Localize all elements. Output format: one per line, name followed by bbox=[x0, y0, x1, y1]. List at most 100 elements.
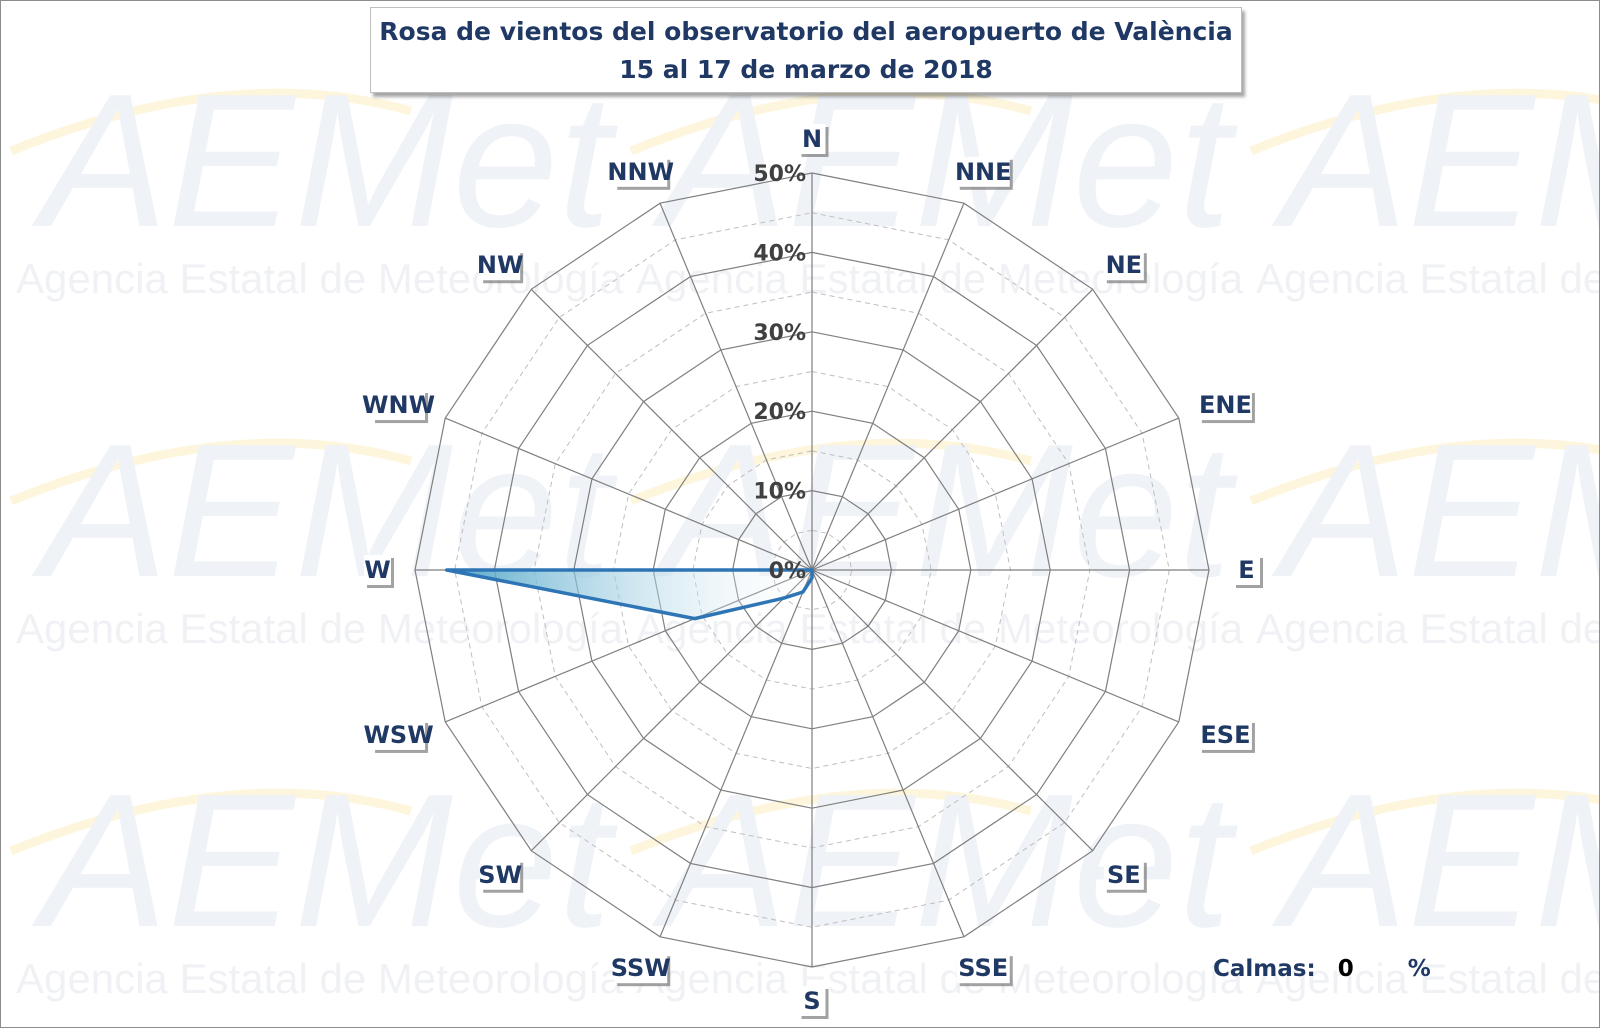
calmas-unit: % bbox=[1407, 956, 1431, 982]
radial-tick-label: 20% bbox=[753, 400, 806, 425]
watermark-logo-text: AEMet bbox=[1271, 755, 1599, 967]
watermark-swoosh-shape bbox=[9, 88, 413, 156]
radial-tick-labels: 0% 10% 20% 30% 40% 50% bbox=[753, 162, 806, 584]
direction-label-box bbox=[798, 986, 826, 1016]
direction-label-text: SSW bbox=[611, 954, 671, 982]
direction-label-box bbox=[1233, 555, 1260, 585]
direction-label-text: SE bbox=[1107, 861, 1141, 889]
grid-spoke-ne bbox=[811, 288, 1094, 571]
grid-spoke-nne bbox=[811, 202, 965, 571]
chart-subtitle: 15 al 17 de marzo de 2018 bbox=[619, 55, 993, 84]
direction-label-text: NW bbox=[477, 251, 524, 279]
grid-spoke-se bbox=[811, 569, 1094, 852]
watermark-agency-text: Agencia Estatal de Meteorología bbox=[1256, 605, 1599, 652]
direction-labels: N NNE NE ENE E ESE SE SSE S SSW SW WSW W WNW NW NNW bbox=[362, 124, 1263, 1019]
direction-label-box bbox=[1103, 250, 1144, 281]
direction-label-ssw: SSW bbox=[611, 953, 671, 987]
direction-label-text: SSE bbox=[958, 954, 1008, 982]
radial-tick-label: 40% bbox=[753, 241, 806, 266]
direction-label-text: S bbox=[803, 987, 820, 1015]
direction-label-wnw: WNW bbox=[362, 390, 435, 424]
direction-label-text: N bbox=[802, 125, 822, 153]
direction-label-text: WSW bbox=[363, 721, 433, 749]
direction-label-box bbox=[1198, 719, 1252, 750]
direction-label-box bbox=[372, 719, 426, 750]
direction-label-ne: NE bbox=[1103, 250, 1147, 284]
direction-label-s: S bbox=[798, 986, 829, 1019]
watermark-agency-text: Agencia Estatal de Meteorología bbox=[636, 955, 1244, 1002]
watermark-swoosh-shape bbox=[629, 438, 1033, 506]
grid-spoke-sse bbox=[811, 569, 965, 938]
chart-title-box: Rosa de vientos del observatorio del aer… bbox=[370, 7, 1242, 93]
watermark-logo-text: AEMet bbox=[1271, 405, 1599, 617]
radial-tick-label: 50% bbox=[753, 162, 806, 187]
direction-label-text: ESE bbox=[1200, 721, 1250, 749]
direction-label-sse: SSE bbox=[956, 953, 1013, 987]
watermark-swoosh-shape bbox=[9, 788, 413, 856]
direction-label-box bbox=[798, 124, 826, 154]
direction-label-text: WNW bbox=[362, 391, 435, 419]
direction-label-box bbox=[364, 555, 391, 585]
watermark-logo-text: AEMet bbox=[1271, 55, 1599, 267]
direction-label-box bbox=[1198, 390, 1252, 421]
direction-label-box bbox=[480, 859, 521, 890]
grid-spoke-ene bbox=[811, 417, 1180, 571]
direction-label-n: N bbox=[798, 124, 829, 157]
watermark-agency-text: Agencia Estatal de Meteorología bbox=[16, 255, 624, 302]
direction-label-se: SE bbox=[1103, 859, 1147, 893]
watermark-agency-text: Agencia Estatal de Meteorología bbox=[16, 605, 624, 652]
direction-label-ese: ESE bbox=[1198, 719, 1255, 753]
grid-spoke-ese bbox=[811, 569, 1180, 723]
watermark-agency-text: Agencia Estatal de Meteorología bbox=[1256, 955, 1599, 1002]
direction-label-nne: NNE bbox=[955, 156, 1013, 190]
direction-label-box bbox=[956, 156, 1010, 187]
direction-label-nnw: NNW bbox=[607, 156, 674, 190]
direction-label-box bbox=[614, 156, 668, 187]
watermark-agency-text: Agencia Estatal de Meteorología bbox=[16, 955, 624, 1002]
calmas-readout: Calmas: 0 % bbox=[1213, 956, 1431, 982]
chart-title: Rosa de vientos del observatorio del aer… bbox=[379, 17, 1233, 46]
direction-label-box bbox=[372, 390, 426, 421]
direction-label-ene: ENE bbox=[1198, 390, 1255, 424]
watermark-swoosh-shape bbox=[9, 438, 413, 506]
radial-tick-label: 30% bbox=[753, 321, 806, 346]
direction-label-wsw: WSW bbox=[363, 719, 434, 753]
watermark-swoosh-shape bbox=[1249, 438, 1599, 506]
grid-spoke-nw bbox=[530, 288, 813, 571]
watermark-logo-text: AEMet bbox=[31, 755, 618, 967]
radial-tick-label: 10% bbox=[753, 480, 806, 505]
calmas-value: 0 bbox=[1337, 956, 1354, 982]
watermark-swoosh-shape bbox=[629, 88, 1033, 156]
direction-label-text: NNE bbox=[955, 158, 1012, 186]
radar-grid bbox=[414, 172, 1210, 968]
direction-label-sw: SW bbox=[478, 859, 524, 893]
watermark-agency-text: Agencia Estatal de Meteorología bbox=[1256, 255, 1599, 302]
grid-ring-minor bbox=[454, 212, 1170, 928]
direction-label-box bbox=[480, 250, 521, 281]
direction-label-text: SW bbox=[478, 861, 522, 889]
wind-series bbox=[445, 568, 814, 621]
grid-spoke-wnw bbox=[444, 417, 813, 571]
grid-spoke-sw bbox=[530, 569, 813, 852]
watermark-swoosh-shape bbox=[629, 788, 1033, 856]
direction-label-text: NE bbox=[1106, 251, 1142, 279]
direction-label-text: W bbox=[364, 556, 390, 584]
direction-label-box bbox=[1103, 859, 1144, 890]
radial-tick-label: 0% bbox=[769, 559, 806, 584]
direction-label-e: E bbox=[1233, 555, 1263, 588]
calmas-label: Calmas: bbox=[1213, 956, 1316, 982]
direction-label-nw: NW bbox=[477, 250, 524, 284]
direction-label-box bbox=[614, 953, 668, 984]
direction-label-box bbox=[956, 953, 1010, 984]
direction-label-w: W bbox=[364, 555, 394, 588]
grid-spoke-nnw bbox=[659, 202, 813, 571]
